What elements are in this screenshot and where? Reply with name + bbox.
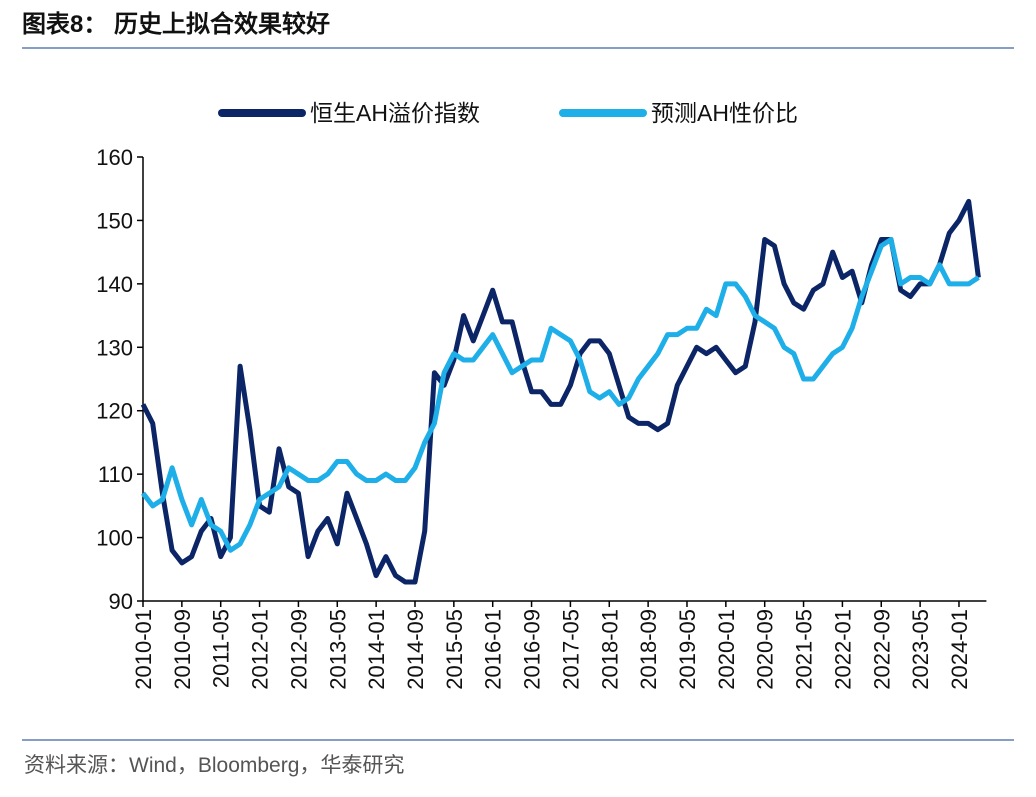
x-tick-label: 2020-01 (714, 609, 739, 690)
x-tick-label: 2018-01 (597, 609, 622, 690)
source: 资料来源：Wind，Bloomberg，华泰研究 (24, 754, 404, 777)
x-tick-label: 2010-01 (131, 609, 156, 690)
x-tick-label: 2011-05 (209, 609, 234, 688)
x-tick-label: 2024-01 (947, 609, 972, 690)
chart-title: 图表8： 历史上拟合效果较好 (22, 10, 330, 38)
x-tick-label: 2012-09 (286, 609, 311, 690)
y-tick-label: 140 (96, 272, 133, 297)
x-tick-label: 2015-05 (442, 609, 467, 690)
x-tick-label: 2016-09 (520, 609, 545, 690)
x-tick-label: 2017-05 (558, 609, 583, 690)
x-tick-label: 2020-09 (753, 609, 778, 690)
series-line (141, 237, 980, 553)
y-tick-label: 120 (96, 399, 133, 424)
x-tick-label: 2012-01 (248, 609, 273, 690)
x-tick-label: 2010-09 (170, 609, 195, 690)
y-tick-label: 110 (98, 462, 133, 487)
legend-label: 恒生AH溢价指数 (310, 100, 480, 126)
x-tick-label: 2016-01 (481, 609, 506, 690)
y-tick-label: 130 (96, 335, 133, 360)
series-line (140, 198, 981, 585)
y-tick-label: 90 (109, 589, 133, 614)
y-tick-label: 160 (96, 145, 133, 170)
x-tick-label: 2023-05 (908, 609, 933, 690)
x-tick-label: 2014-01 (364, 609, 389, 690)
x-tick-label: 2022-09 (869, 609, 894, 690)
y-tick-label: 150 (96, 208, 133, 233)
y-tick-label: 100 (96, 526, 133, 551)
x-tick-label: 2022-01 (830, 609, 855, 690)
legend-label: 预测AH性价比 (651, 100, 798, 126)
x-tick-label: 2013-05 (325, 609, 350, 690)
x-tick-label: 2018-09 (636, 609, 661, 690)
x-tick-label: 2014-09 (403, 609, 428, 690)
x-tick-label: 2019-05 (675, 609, 700, 690)
x-tick-label: 2021-05 (792, 609, 817, 690)
